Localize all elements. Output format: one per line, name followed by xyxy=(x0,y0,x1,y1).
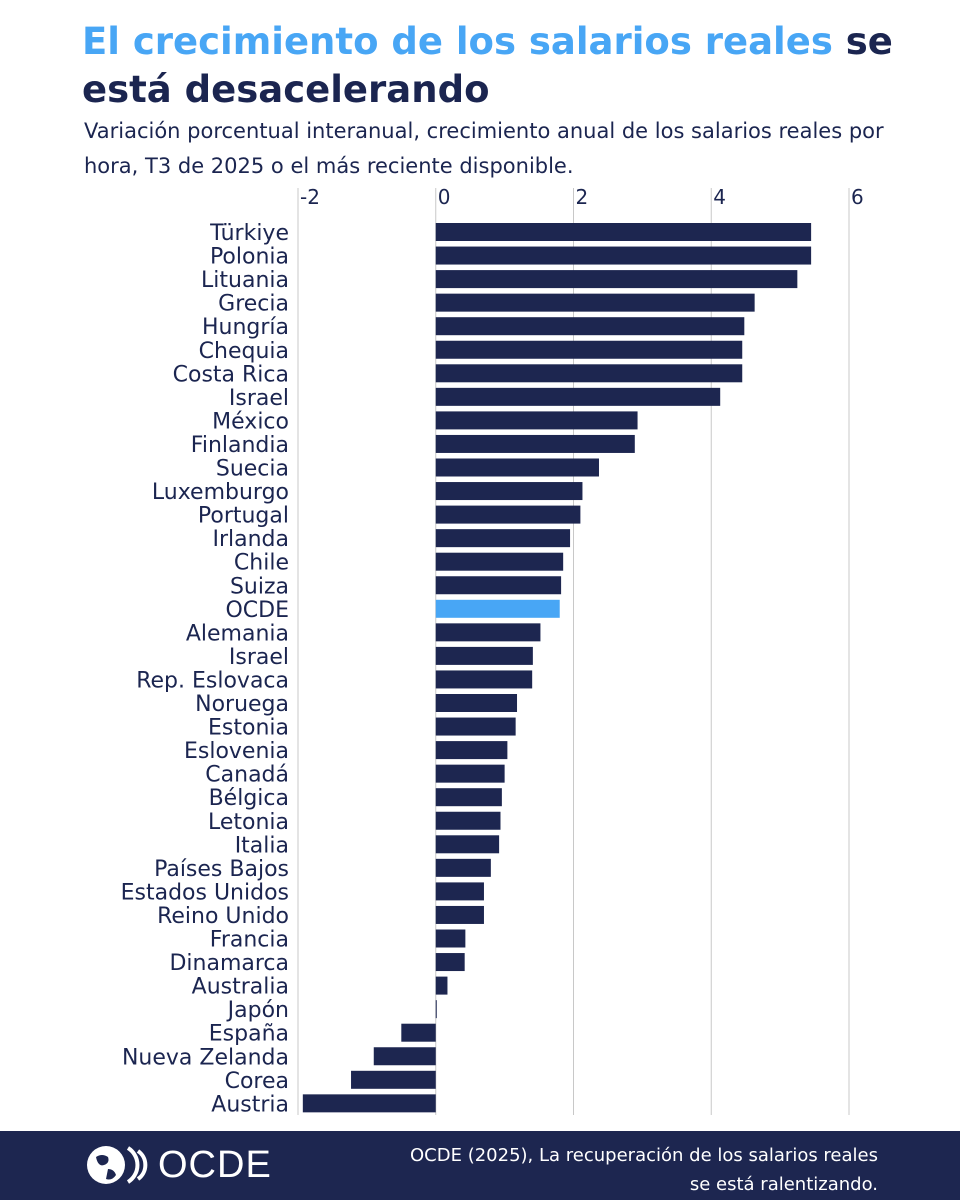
bar-chart: -2 0 2 4 6 TürkiyePoloniaLituaniaGreciaHungr… xyxy=(121,185,864,1117)
bar xyxy=(435,387,721,406)
category-label: Japón xyxy=(226,998,289,1023)
category-label: Eslovenia xyxy=(184,739,289,764)
x-axis-ticks: -2 0 2 4 6 xyxy=(300,185,864,209)
bar xyxy=(435,458,599,477)
bar xyxy=(435,599,560,618)
bar xyxy=(351,1070,436,1089)
source-line-2: se está ralentizando. xyxy=(689,1174,878,1195)
bar xyxy=(435,623,541,642)
x-tick-label: -2 xyxy=(300,185,320,209)
bar xyxy=(435,717,516,736)
category-label: Polonia xyxy=(210,245,289,270)
bar xyxy=(435,835,500,854)
category-label: Chile xyxy=(234,551,289,576)
category-label: Austria xyxy=(211,1092,289,1117)
category-label: Australia xyxy=(192,975,289,1000)
bar xyxy=(373,1047,436,1066)
category-label: Francia xyxy=(210,928,289,953)
category-label: Nueva Zelanda xyxy=(122,1045,289,1070)
category-label: Grecia xyxy=(218,292,289,317)
category-label: Luxemburgo xyxy=(152,480,289,505)
bars xyxy=(302,223,812,1113)
category-label: Bélgica xyxy=(209,786,289,811)
category-label: Suiza xyxy=(230,574,289,599)
category-label: Noruega xyxy=(195,692,289,717)
bar xyxy=(435,293,755,312)
bar xyxy=(435,764,505,783)
bar xyxy=(435,646,533,665)
category-label: Lituania xyxy=(201,268,289,293)
logo-text: OCDE xyxy=(158,1144,272,1186)
bar xyxy=(435,340,743,359)
bar xyxy=(435,505,581,524)
bar xyxy=(435,364,743,383)
category-label: Corea xyxy=(225,1069,289,1094)
category-label: Letonia xyxy=(208,810,289,835)
chart-title-rest: se está desacelerando xyxy=(82,20,893,111)
x-tick-label: 6 xyxy=(851,185,864,209)
bar xyxy=(435,811,501,830)
category-label: México xyxy=(212,409,289,434)
bar xyxy=(302,1094,436,1113)
category-label: España xyxy=(209,1022,289,1047)
bar xyxy=(401,1023,436,1042)
bar xyxy=(435,858,491,877)
bar xyxy=(435,953,465,972)
category-label: Costa Rica xyxy=(173,362,289,387)
category-label: Irlanda xyxy=(212,527,289,552)
category-label: Reino Unido xyxy=(157,904,289,929)
bar xyxy=(435,317,745,336)
bar xyxy=(435,411,638,430)
chart-title: El crecimiento de los salarios reales se… xyxy=(82,18,942,114)
category-labels: TürkiyePoloniaLituaniaGreciaHungríaChequ… xyxy=(121,221,289,1117)
bar xyxy=(435,1000,437,1019)
category-label: Portugal xyxy=(198,504,289,529)
bar xyxy=(435,270,798,289)
category-label: Chequia xyxy=(199,339,289,364)
bar xyxy=(435,552,564,571)
bar xyxy=(435,223,812,241)
bar xyxy=(435,694,518,712)
x-tick-label: 2 xyxy=(576,185,589,209)
category-label: Israel xyxy=(229,645,289,670)
category-label: Israel xyxy=(229,386,289,411)
category-label: Dinamarca xyxy=(169,951,289,976)
chart-title-accent: El crecimiento de los salarios reales xyxy=(82,20,833,63)
category-label: Italia xyxy=(235,833,289,858)
category-label: Hungría xyxy=(202,315,289,340)
category-label: Canadá xyxy=(205,763,289,788)
category-label: Alemania xyxy=(186,621,289,646)
bar xyxy=(435,482,583,501)
bar xyxy=(435,529,571,548)
bar xyxy=(435,246,812,265)
category-label: Estados Unidos xyxy=(121,880,289,905)
bar xyxy=(435,434,635,453)
category-label: Rep. Eslovaca xyxy=(136,668,289,693)
source-note: OCDE (2025), La recuperación de los sala… xyxy=(358,1141,878,1199)
category-label: Suecia xyxy=(216,457,289,482)
chart-subtitle: Variación porcentual interanual, crecimi… xyxy=(84,119,884,178)
bar xyxy=(435,882,484,901)
category-label: Finlandia xyxy=(191,433,289,458)
x-tick-label: 0 xyxy=(438,185,451,209)
bar xyxy=(435,576,562,595)
bar xyxy=(435,929,466,948)
bar xyxy=(435,741,508,760)
bar xyxy=(435,976,448,995)
oecd-logo: OCDE xyxy=(84,1143,272,1187)
bar xyxy=(435,788,502,807)
globe-icon xyxy=(87,1146,148,1184)
category-label: Países Bajos xyxy=(154,857,289,882)
source-line-1: OCDE (2025), La recuperación de los sala… xyxy=(410,1145,878,1166)
category-label: Estonia xyxy=(208,716,289,741)
bar xyxy=(435,670,533,689)
x-tick-label: 4 xyxy=(713,185,726,209)
category-label: OCDE xyxy=(225,598,289,623)
footer-bar: OCDE OCDE (2025), La recuperación de los… xyxy=(0,1131,960,1200)
category-label: Türkiye xyxy=(209,221,289,246)
bar xyxy=(435,905,484,924)
